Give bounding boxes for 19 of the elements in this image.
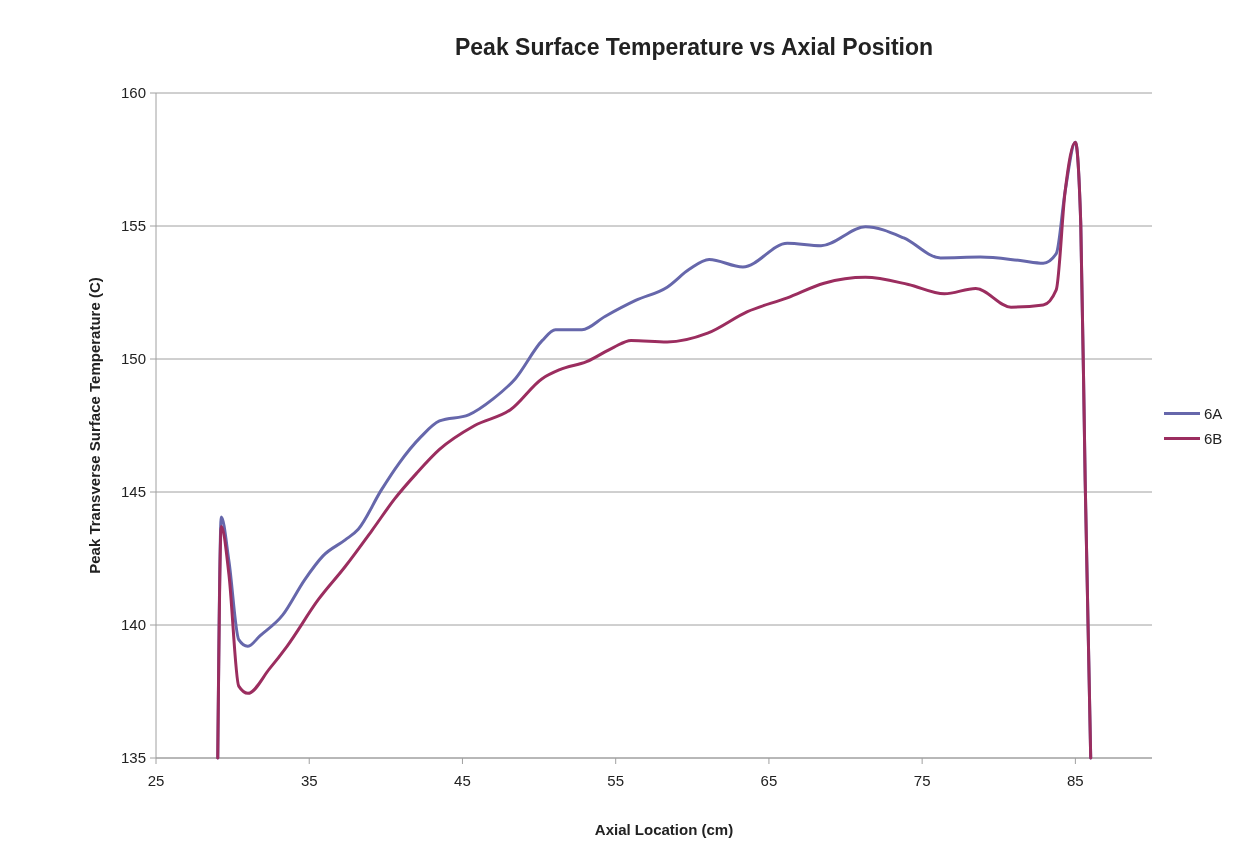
x-tick-label: 65	[760, 772, 778, 789]
y-tick-label: 145	[120, 483, 146, 501]
y-tick-label: 140	[120, 616, 146, 634]
y-tick-label: 155	[120, 217, 146, 235]
line-series	[216, 140, 1093, 760]
x-tick-label: 45	[454, 772, 471, 789]
legend-label: 6B	[1204, 429, 1223, 447]
y-tick-label: 150	[120, 350, 146, 368]
x-axis-title: Axial Location (cm)	[594, 821, 734, 838]
y-axis-title: Peak Transverse Surface Temperature (C)	[86, 277, 103, 574]
y-tick-label: 160	[120, 84, 146, 102]
x-tick-label: 55	[607, 772, 625, 789]
x-tick-label: 85	[1067, 772, 1084, 789]
x-tick-label: 35	[300, 772, 318, 789]
chart-title: Peak Surface Temperature vs Axial Position	[454, 34, 934, 60]
x-tick-label: 25	[147, 772, 165, 789]
x-tick-label: 75	[913, 772, 931, 789]
legend-label: 6A	[1204, 404, 1223, 422]
y-tick-label: 135	[120, 749, 146, 767]
